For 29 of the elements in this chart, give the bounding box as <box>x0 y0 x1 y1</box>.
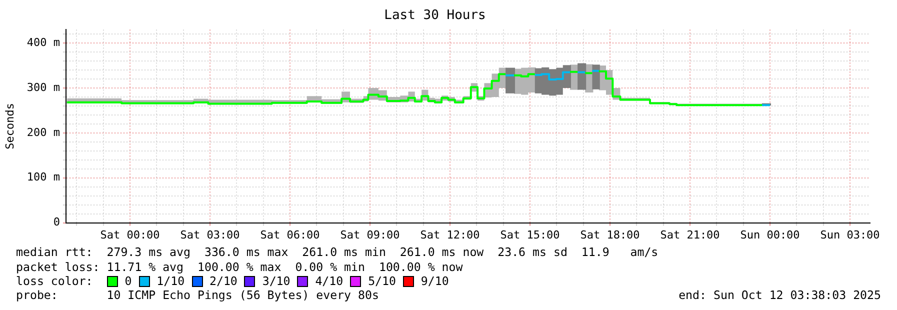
x-tick-label: Sat 00:00 <box>100 228 160 242</box>
y-tick-label: 200 m <box>26 126 60 139</box>
chart-title: Last 30 Hours <box>384 8 486 24</box>
text: end: Sun Oct 12 03:38:03 2025 <box>678 288 881 302</box>
y-tick-label: 0 <box>53 216 60 229</box>
legend-label: 1/10 <box>156 274 185 288</box>
x-tick-label: Sun 00:00 <box>740 228 800 242</box>
legend-label: 0 <box>124 274 132 288</box>
x-tick-label: Sat 18:00 <box>580 228 640 242</box>
y-tick-label: 400 m <box>26 36 60 49</box>
x-tick-label: Sat 06:00 <box>260 228 320 242</box>
x-tick-label: Sat 09:00 <box>340 228 400 242</box>
legend-label: 3/10 <box>262 274 290 288</box>
text: median rtt: 279.3 ms avg 336.0 ms max 261.0 ms min 261.0 ms now 23.6 ms sd 11.9 am/s <box>16 245 660 260</box>
y-axis-title: Seconds <box>3 103 16 150</box>
y-tick-label: 100 m <box>26 170 60 184</box>
x-tick-label: Sat 12:00 <box>420 228 480 242</box>
x-tick-label: Sat 15:00 <box>500 228 560 242</box>
legend-label: 5/10 <box>368 274 396 288</box>
text: probe: 10 ICMP Echo Pings (56 Bytes) every 80s <box>16 288 379 302</box>
y-tick-label: 300 m <box>26 80 60 94</box>
x-tick-label: Sun 03:00 <box>820 228 880 242</box>
legend-title: loss color: <box>16 274 94 288</box>
legend-label: 9/10 <box>420 274 449 288</box>
x-tick-label: Sat 21:00 <box>660 228 720 242</box>
legend-label: 2/10 <box>209 274 238 288</box>
x-tick-label: Sat 03:00 <box>180 228 240 242</box>
legend-label: 4/10 <box>315 274 344 288</box>
text: packet loss: 11.71 % avg 100.00 % max 0.00 % min 100.00 % now <box>16 260 464 274</box>
